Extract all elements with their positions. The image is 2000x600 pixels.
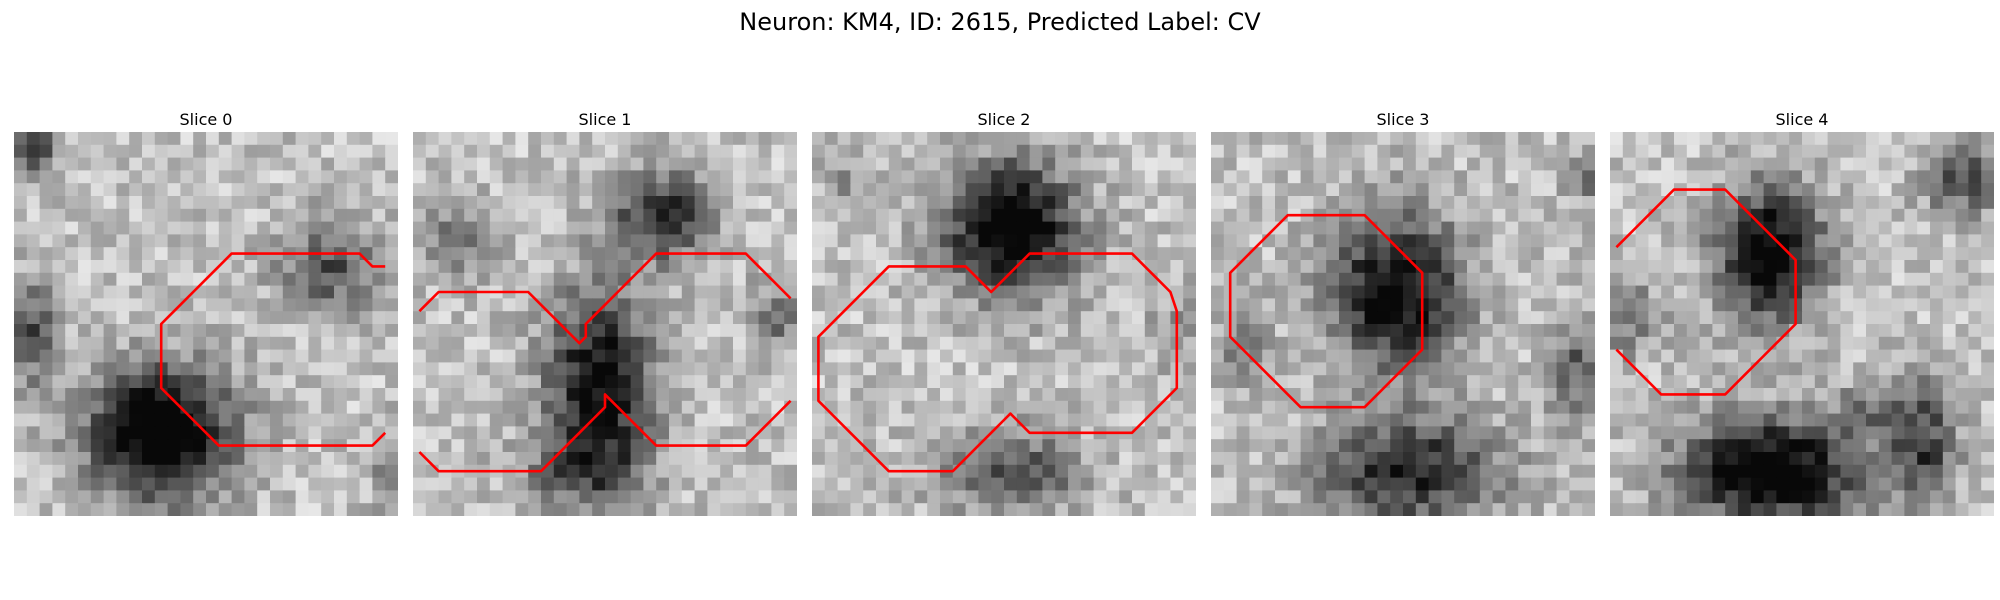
segmentation-contour — [159, 252, 387, 447]
slice-panel-2: Slice 2 — [812, 108, 1196, 516]
segmentation-contour — [1228, 213, 1424, 409]
slice-title: Slice 1 — [578, 110, 632, 129]
segmentation-contour — [418, 252, 792, 345]
figure-title: Neuron: KM4, ID: 2615, Predicted Label: … — [739, 8, 1261, 36]
slice-panel-4: Slice 4 — [1610, 108, 1994, 516]
slice-image — [14, 132, 398, 516]
slice-panel-1: Slice 1 — [413, 108, 797, 516]
slice-panel-3: Slice 3 — [1211, 108, 1595, 516]
slice-title: Slice 0 — [179, 110, 233, 129]
slice-title: Slice 3 — [1376, 110, 1430, 129]
slice-image — [1211, 132, 1595, 516]
slice-title: Slice 4 — [1775, 110, 1829, 129]
slice-image — [413, 132, 797, 516]
segmentation-contour — [418, 393, 792, 473]
slice-title: Slice 2 — [977, 110, 1031, 129]
slice-image — [1610, 132, 1994, 516]
slice-image — [812, 132, 1196, 516]
segmentation-contour — [817, 252, 1179, 473]
slice-panel-0: Slice 0 — [14, 108, 398, 516]
segmentation-contour — [1615, 188, 1797, 396]
